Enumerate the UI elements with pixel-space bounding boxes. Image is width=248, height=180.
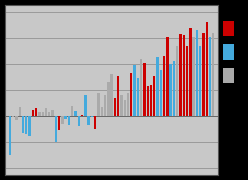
Bar: [143, 63, 146, 116]
Bar: [173, 61, 175, 116]
Bar: [22, 116, 24, 133]
Bar: [199, 46, 201, 116]
Bar: [38, 112, 41, 116]
Bar: [163, 56, 165, 116]
Bar: [48, 112, 50, 116]
Bar: [64, 116, 67, 119]
Bar: [19, 107, 21, 116]
Bar: [110, 74, 113, 116]
Bar: [45, 108, 47, 116]
Bar: [35, 108, 37, 116]
Bar: [107, 82, 110, 116]
Bar: [88, 116, 90, 125]
Bar: [212, 33, 215, 116]
Bar: [169, 64, 172, 116]
Bar: [28, 116, 31, 136]
Bar: [68, 116, 70, 125]
Bar: [176, 46, 178, 116]
Bar: [71, 106, 73, 116]
FancyBboxPatch shape: [222, 44, 234, 60]
Bar: [166, 37, 169, 116]
Bar: [120, 95, 123, 116]
Bar: [51, 109, 54, 116]
Bar: [196, 30, 198, 116]
Bar: [209, 37, 211, 116]
Bar: [124, 100, 126, 116]
Bar: [183, 35, 185, 116]
FancyBboxPatch shape: [222, 21, 234, 36]
Bar: [81, 115, 83, 116]
Bar: [140, 59, 142, 116]
Bar: [117, 76, 119, 116]
Bar: [15, 116, 18, 120]
Bar: [74, 111, 77, 116]
Bar: [58, 116, 60, 130]
Bar: [192, 37, 195, 116]
Bar: [206, 22, 208, 116]
Bar: [101, 107, 103, 116]
Bar: [147, 86, 149, 116]
Bar: [137, 78, 139, 116]
Bar: [32, 109, 34, 116]
Bar: [153, 76, 155, 116]
Bar: [91, 116, 93, 117]
Bar: [97, 93, 100, 116]
Bar: [84, 95, 87, 116]
FancyBboxPatch shape: [222, 68, 234, 83]
Bar: [127, 93, 129, 116]
Bar: [186, 46, 188, 116]
Bar: [202, 33, 205, 116]
Bar: [104, 95, 106, 116]
Bar: [94, 116, 96, 129]
Bar: [156, 57, 159, 116]
Bar: [130, 73, 132, 116]
Bar: [133, 65, 136, 116]
Bar: [179, 34, 182, 116]
Bar: [78, 116, 80, 126]
Bar: [189, 28, 191, 116]
Bar: [150, 85, 152, 116]
Bar: [61, 116, 63, 124]
Bar: [55, 116, 57, 142]
Bar: [25, 116, 28, 134]
Bar: [114, 98, 116, 116]
Bar: [9, 116, 11, 155]
Bar: [160, 71, 162, 116]
Bar: [41, 112, 44, 116]
Bar: [12, 116, 14, 117]
